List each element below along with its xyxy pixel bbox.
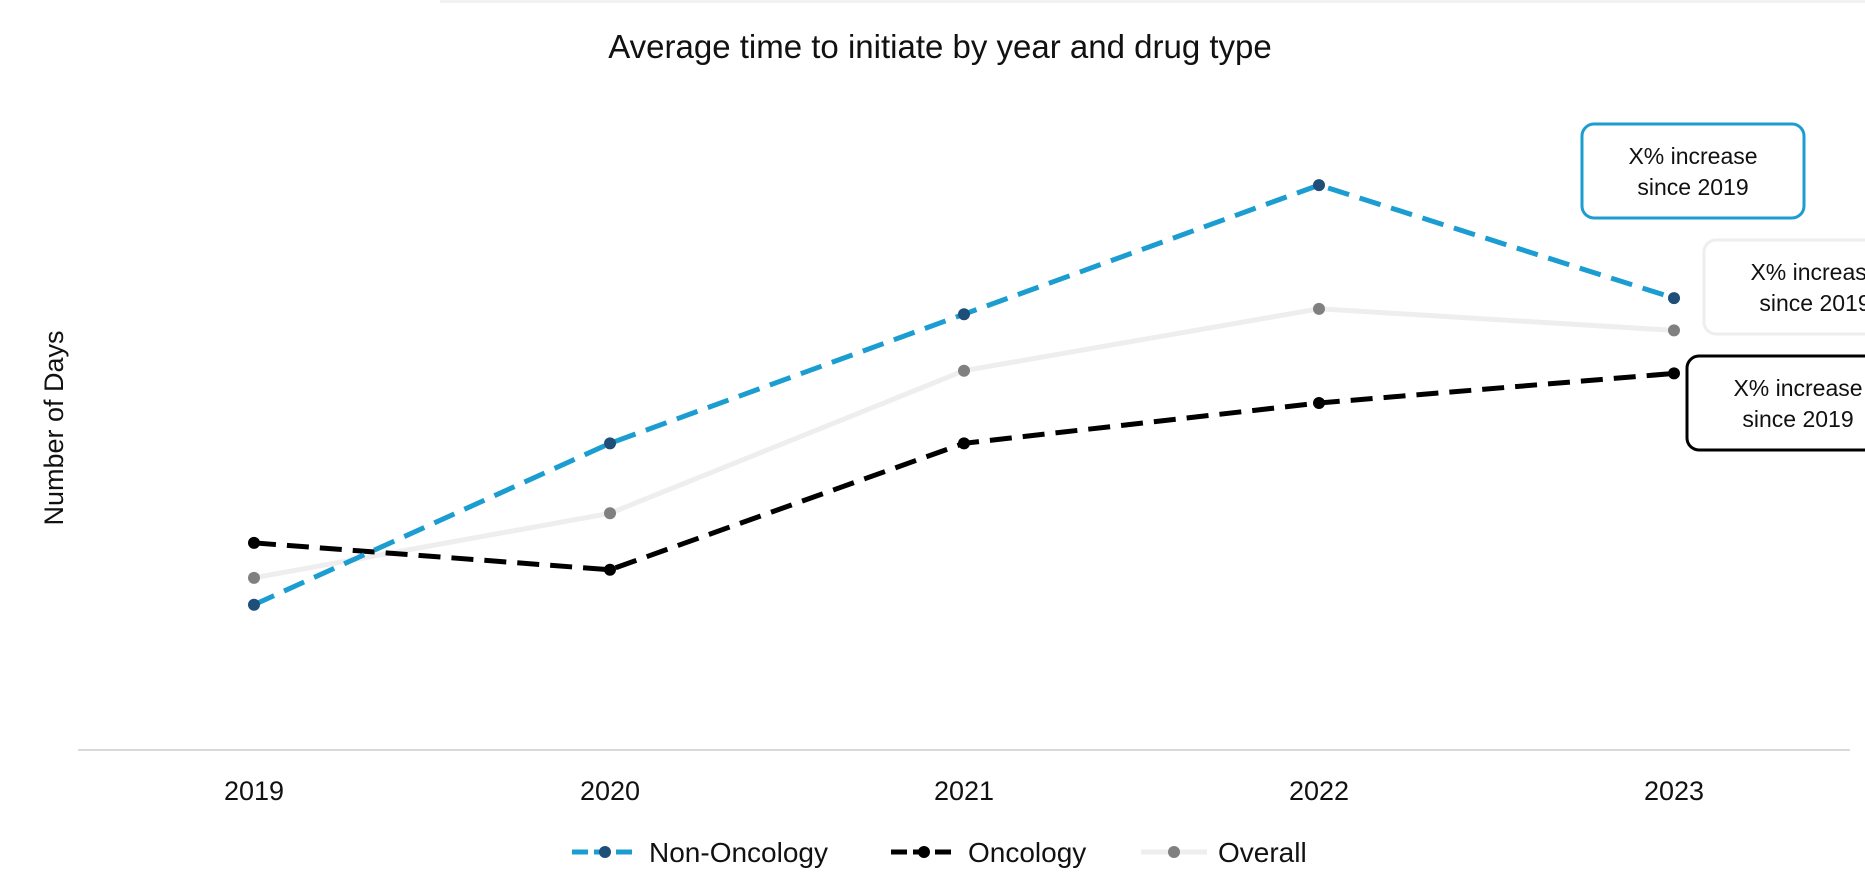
annotation-text-non-oncology: since 2019 [1637, 174, 1748, 200]
data-point-oncology [1313, 396, 1325, 409]
y-axis-label: Number of Days [39, 330, 69, 525]
data-point-oncology [604, 563, 616, 576]
x-tick-label: 2021 [934, 776, 994, 806]
legend-swatch-marker-overall [1168, 846, 1180, 858]
x-tick-label: 2019 [224, 776, 284, 806]
data-point-oncology [1668, 367, 1680, 380]
data-point-overall [1668, 324, 1680, 337]
top-divider [440, 0, 1865, 3]
annotation-box-non-oncology [1580, 122, 1806, 220]
data-point-non-oncology [604, 437, 616, 450]
annotation-text-overall: X% increase [1750, 259, 1865, 285]
series-line-non-oncology [252, 182, 1675, 607]
legend-label-oncology: Oncology [968, 837, 1086, 868]
x-tick-label: 2022 [1289, 776, 1349, 806]
data-point-overall [1313, 302, 1325, 315]
legend-label-non-oncology: Non-Oncology [649, 837, 828, 868]
data-point-overall [604, 507, 616, 520]
data-point-oncology [248, 536, 260, 549]
data-point-overall [248, 571, 260, 584]
legend-swatch-marker-oncology [918, 846, 930, 858]
legend-label-overall: Overall [1218, 837, 1307, 868]
data-point-overall [958, 364, 970, 377]
annotation-text-oncology: since 2019 [1742, 406, 1853, 432]
x-tick-label: 2020 [580, 776, 640, 806]
data-point-non-oncology [1313, 179, 1325, 192]
data-point-non-oncology [958, 308, 970, 321]
annotation-text-non-oncology: X% increase [1628, 143, 1757, 169]
data-point-non-oncology [248, 598, 260, 611]
annotation-text-oncology: X% increase [1733, 375, 1862, 401]
annotation-box-oncology [1685, 354, 1865, 452]
data-point-oncology [958, 437, 970, 450]
annotation-box-overall [1702, 238, 1865, 336]
data-point-non-oncology [1668, 292, 1680, 305]
chart-title: Average time to initiate by year and dru… [608, 28, 1271, 65]
annotation-text-overall: since 2019 [1759, 290, 1865, 316]
x-tick-label: 2023 [1644, 776, 1704, 806]
legend-swatch-marker-non-oncology [599, 846, 611, 858]
